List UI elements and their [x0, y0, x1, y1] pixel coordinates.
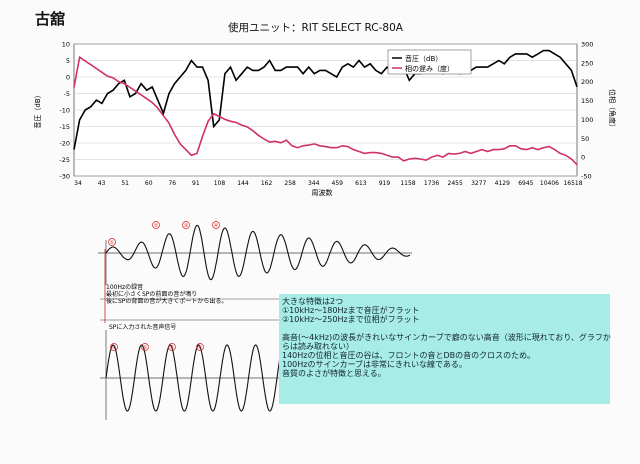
- x-tick-label: 51: [121, 180, 129, 187]
- x-tick-label: 4129: [495, 180, 510, 187]
- bottom-signal-label: SPに入力された音声信号: [109, 323, 176, 331]
- x-tick-label: 459: [332, 180, 344, 187]
- bottom-marker-4: ④: [198, 345, 203, 351]
- x-tick-label: 162: [261, 180, 273, 187]
- x-tick-label: 76: [168, 180, 176, 187]
- right-tick-label: 50: [581, 135, 589, 143]
- top-waveform-group: ① ② ③ ④ 100Hzの録音 最初に小さくSPの前面の音が鳴り 後にSPの背面の音…: [98, 221, 412, 323]
- left-tick-label: 10: [62, 41, 70, 49]
- x-tick-label: 613: [355, 180, 367, 187]
- top-marker-4-circle: [212, 221, 220, 229]
- bottom-marker-1-circle: [110, 343, 118, 351]
- right-tick-label: 200: [581, 78, 593, 86]
- x-tick-label: 258: [284, 180, 296, 187]
- left-tick-label: -5: [64, 90, 70, 98]
- bottom-cycle-markers: ① ② ③ ④: [110, 343, 204, 351]
- bottom-marker-4-circle: [196, 343, 204, 351]
- x-tick-label: 10406: [540, 180, 559, 187]
- right-tick-label: 250: [581, 59, 593, 67]
- bottom-marker-2: ②: [143, 345, 148, 351]
- left-tick-label: -30: [59, 173, 70, 181]
- right-tick-label: 100: [581, 116, 593, 124]
- right-tick-label: 300: [581, 41, 593, 49]
- right-axis-ticks: 300 250 200 150 100 50 0 -50: [581, 41, 593, 181]
- note-line-5: 高音(～4kHz)の波長がきれいなサインカーブで癖のない高音（波形に現れており、…: [282, 333, 611, 342]
- left-tick-label: -10: [59, 107, 70, 115]
- y-axis-label-left: 音圧（dB）: [33, 91, 42, 128]
- x-tick-label: 1736: [424, 180, 439, 187]
- bottom-waveform-group: SPに入力された音声信号 ① ② ③ ④: [100, 323, 283, 420]
- top-note-line-3: 後にSPの背面の音が大きくポートから出る。: [106, 297, 227, 305]
- series-lines: [73, 49, 578, 166]
- note-line-2: ①10kHz～180Hzまで音圧がフラット: [282, 306, 420, 315]
- top-marker-1: ①: [110, 240, 115, 246]
- x-tick-label: 6945: [518, 180, 533, 187]
- left-axis-ticks: 10 5 0 -5 -10 -15 -20 -25 -30: [59, 41, 70, 181]
- x-tick-label: 16518: [563, 180, 582, 187]
- left-tick-label: -20: [59, 140, 70, 148]
- bottom-sine-wave: [105, 344, 283, 412]
- x-tick-label: 43: [98, 180, 106, 187]
- note-line-3: ②10kHz～250Hzまで位相がフラット: [282, 315, 420, 324]
- legend-box: [387, 49, 472, 75]
- x-tick-label: 91: [192, 180, 200, 187]
- page-title: 古舘: [35, 10, 66, 28]
- x-tick-label: 2455: [448, 180, 463, 187]
- note-line-8: 100Hzのサインカーブは非常にきれいな線である。: [282, 360, 467, 369]
- x-tick-label: 344: [308, 180, 320, 187]
- top-marker-3-circle: [182, 221, 190, 229]
- top-marker-2: ②: [154, 223, 159, 229]
- left-tick-label: -25: [59, 156, 70, 164]
- explanation-note: 大きな特徴は2つ ①10kHz～180Hzまで音圧がフラット ②10kHz～25…: [279, 294, 611, 404]
- right-tick-label: -50: [581, 173, 592, 181]
- top-waveform: [105, 224, 411, 281]
- waveform-diagram: ① ② ③ ④ 100Hzの録音 最初に小さくSPの前面の音が鳴り 後にSPの背面の音…: [98, 221, 412, 420]
- x-tick-label: 1158: [400, 180, 415, 187]
- x-tick-label: 34: [74, 180, 82, 187]
- series-line-1: [73, 55, 578, 166]
- bottom-marker-2-circle: [141, 343, 149, 351]
- bottom-marker-1: ①: [112, 345, 117, 351]
- legend-label-spl: 音圧（dB）: [405, 54, 442, 63]
- note-line-6: らは読み取れない）: [282, 342, 354, 351]
- x-tick-label: 3277: [471, 180, 486, 187]
- x-tick-label: 919: [379, 180, 391, 187]
- top-marker-3: ③: [184, 223, 188, 229]
- x-tick-label: 60: [145, 180, 153, 187]
- bottom-marker-3: ③: [170, 345, 174, 351]
- x-tick-label: 144: [237, 180, 249, 187]
- legend: 音圧（dB） 相の遅み（度）: [387, 49, 472, 75]
- top-note-line-2: 最初に小さくSPの前面の音が鳴り: [106, 290, 197, 298]
- top-cycle-markers: ① ② ③ ④: [108, 221, 220, 246]
- note-line-1: 大きな特徴は2つ: [282, 297, 344, 306]
- note-line-9: 音質のよさが特徴と思える。: [282, 369, 386, 378]
- chart-title: 使用ユニット：RIT SELECT RC-80A: [228, 22, 403, 34]
- top-marker-4: ④: [214, 223, 219, 229]
- series-line-0: [73, 49, 578, 150]
- legend-label-phase: 相の遅み（度）: [405, 64, 454, 73]
- x-axis-label: 周波数: [312, 188, 333, 197]
- left-tick-label: 0: [66, 74, 70, 82]
- bottom-marker-3-circle: [168, 343, 176, 351]
- right-tick-label: 0: [581, 154, 585, 162]
- x-axis-ticks: 34 43 51 60 76 91 108 144 162 258 344 459 613 919 1158…: [74, 180, 583, 187]
- y-axis-label-right: 位相（角度）: [608, 89, 617, 131]
- note-line-7: 140Hzの位相と音圧の谷は、フロントの音とDBの音のクロスのため。: [282, 351, 536, 360]
- top-marker-2-circle: [152, 221, 160, 229]
- top-marker-1-circle: [108, 238, 116, 246]
- right-tick-label: 150: [581, 97, 593, 105]
- x-tick-label: 108: [214, 180, 226, 187]
- left-tick-label: -15: [59, 123, 70, 131]
- left-tick-label: 5: [66, 57, 70, 65]
- top-note-line-1: 100Hzの録音: [106, 283, 143, 291]
- gridlines: [74, 43, 577, 177]
